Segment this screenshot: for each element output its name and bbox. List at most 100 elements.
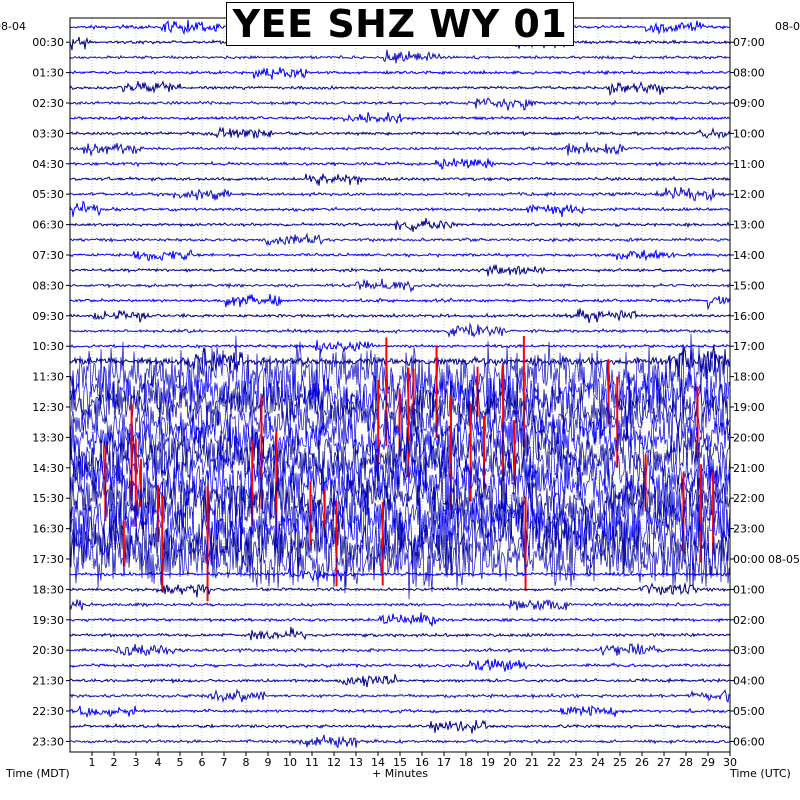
left-tick-label: 04:30 (32, 158, 64, 171)
x-tick-label: 23 (569, 756, 583, 769)
x-tick-label: 21 (525, 756, 539, 769)
trace-line (69, 157, 731, 171)
x-tick-label: 6 (199, 756, 206, 769)
trace-line (69, 688, 731, 704)
left-tick-label: 01:30 (32, 67, 64, 80)
x-tick-label: 29 (701, 756, 715, 769)
right-tick-label: 23:00 (733, 523, 765, 536)
x-axis-label: + Minutes (372, 767, 428, 780)
x-tick-label: 10 (283, 756, 297, 769)
right-tick-label: 08:00 (733, 67, 765, 80)
right-tick-label: 01:00 (733, 583, 765, 596)
right-tick-label: 03:00 (733, 644, 765, 657)
x-tick-label: 3 (133, 756, 140, 769)
x-tick-label: 18 (459, 756, 473, 769)
trace-line (69, 417, 731, 491)
right-tick-label: 12:00 (733, 188, 765, 201)
trace-line (69, 612, 731, 627)
left-tick-label: 15:30 (32, 492, 64, 505)
right-tick-label: 04:00 (733, 675, 765, 688)
left-tick-label: 18:30 (32, 583, 64, 596)
right-tick-label: 16:00 (733, 310, 765, 323)
x-tick-label: 16 (415, 756, 429, 769)
right-tick-label: 22:00 (733, 492, 765, 505)
x-tick-label: 19 (481, 756, 495, 769)
x-tick-label: 27 (657, 756, 671, 769)
left-tick-label: 14:30 (32, 462, 64, 475)
trace-line (69, 435, 731, 497)
trace-line (69, 658, 731, 672)
left-tick-label: 16:30 (32, 523, 64, 536)
trace-line (69, 126, 731, 140)
left-tick-label: 09:30 (32, 310, 64, 323)
right-date-label: 08-0 (775, 20, 800, 33)
trace-line (69, 66, 731, 80)
right-date-change-label: 08-05 (768, 553, 800, 566)
trace-line (70, 142, 731, 156)
chart-title: YEE SHZ WY 01 (226, 2, 574, 46)
right-tick-label: 05:00 (733, 705, 765, 718)
trace-line (69, 200, 731, 218)
right-tick-label: 09:00 (733, 97, 765, 110)
x-tick-label: 22 (547, 756, 561, 769)
x-tick-label: 28 (679, 756, 693, 769)
x-tick-label: 7 (221, 756, 228, 769)
right-tick-label: 21:00 (733, 462, 765, 475)
trace-line (70, 643, 731, 657)
trace-line (69, 599, 731, 612)
left-tick-label: 19:30 (32, 614, 64, 627)
x-tick-label: 4 (155, 756, 162, 769)
x-tick-label: 5 (177, 756, 184, 769)
trace-line (69, 293, 731, 311)
x-tick-label: 2 (111, 756, 118, 769)
left-axis-label: Time (MDT) (5, 767, 70, 780)
right-tick-label: 20:00 (733, 431, 765, 444)
trace-line (69, 308, 731, 324)
left-date-label: 08-04 (0, 20, 26, 33)
left-tick-label: 22:30 (32, 705, 64, 718)
trace-line (69, 112, 731, 124)
right-time-axis: 07:00 08:00 09:00 10:00 11:00 12:00 13:00 14:00… (730, 36, 800, 748)
x-tick-label: 1 (89, 756, 96, 769)
trace-line (69, 704, 731, 719)
trace-line (69, 582, 731, 598)
left-tick-label: 23:30 (32, 735, 64, 748)
trace-line (69, 491, 731, 570)
trace-line (69, 49, 731, 64)
x-tick-label: 9 (265, 756, 272, 769)
right-tick-label: 06:00 (733, 735, 765, 748)
left-tick-label: 12:30 (32, 401, 64, 414)
x-tick-label: 14 (371, 756, 385, 769)
trace-line (69, 719, 731, 734)
left-tick-label: 03:30 (32, 127, 64, 140)
trace-line (69, 263, 731, 277)
right-tick-label: 11:00 (733, 158, 765, 171)
x-tick-label: 15 (393, 756, 407, 769)
trace-line (69, 278, 731, 294)
x-tick-label: 17 (437, 756, 451, 769)
left-tick-label: 05:30 (32, 188, 64, 201)
left-tick-label: 13:30 (32, 431, 64, 444)
trace-line (69, 340, 731, 354)
right-tick-label: 19:00 (733, 401, 765, 414)
right-axis-label: Time (UTC) (729, 767, 791, 780)
left-time-axis: 00:30 01:30 02:30 03:30 04:30 05:30 06:30 07:30… (32, 36, 70, 748)
left-tick-label: 11:30 (32, 371, 64, 384)
left-tick-label: 07:30 (32, 249, 64, 262)
right-tick-label: 02:00 (733, 614, 765, 627)
left-tick-label: 10:30 (32, 340, 64, 353)
traces (69, 19, 731, 749)
x-tick-label: 11 (305, 756, 319, 769)
left-tick-label: 20:30 (32, 644, 64, 657)
x-tick-label: 20 (503, 756, 517, 769)
trace-line (69, 345, 731, 380)
trace-line (69, 186, 731, 202)
minutes-axis: 1 2 3 4 5 6 7 8 9 10 11 12 13 14 15 16 17 18 19 20 21 22 23 24 2… (89, 752, 737, 769)
x-tick-label: 12 (327, 756, 341, 769)
left-tick-label: 17:30 (32, 553, 64, 566)
right-tick-label: 14:00 (733, 249, 765, 262)
trace-line (69, 97, 731, 111)
trace-line (69, 626, 731, 641)
trace-line (69, 173, 731, 186)
right-tick-label: 07:00 (733, 36, 765, 49)
